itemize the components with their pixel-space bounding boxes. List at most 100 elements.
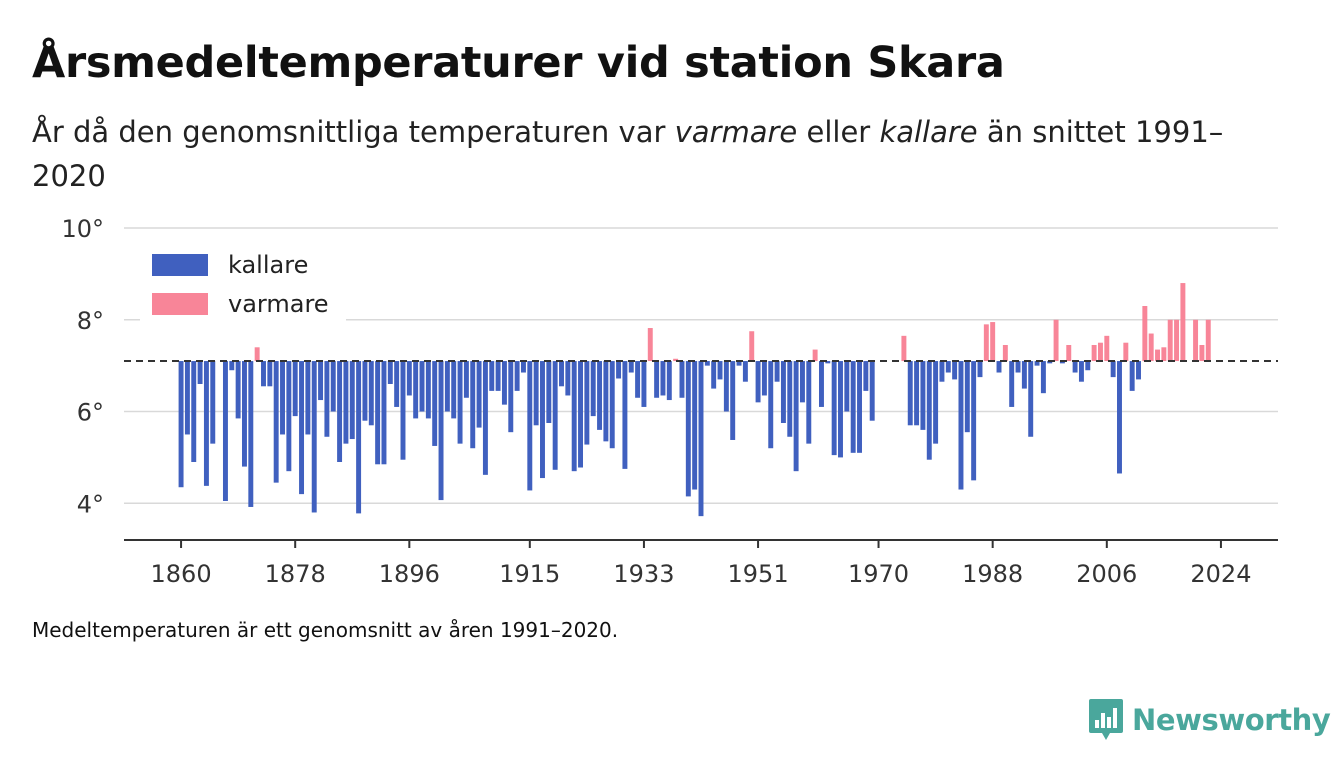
x-tick-label: 1988 (962, 560, 1023, 588)
bar-warm (1199, 345, 1205, 362)
bar-cold (1028, 361, 1034, 437)
bar-warm (812, 349, 818, 362)
x-tick-label: 1951 (728, 560, 789, 588)
bar-cold (774, 361, 780, 382)
bar-cold (1117, 361, 1122, 474)
footnote: Medeltemperaturen är ett genomsnitt av å… (32, 618, 619, 642)
brand-name: Newsworthy (1132, 703, 1331, 737)
bar-cold (584, 361, 590, 445)
bar-cold (356, 361, 362, 514)
bar-cold (945, 361, 951, 373)
bar-cold (952, 361, 958, 380)
x-tick-label: 1860 (151, 560, 212, 588)
bar-cold (1047, 361, 1053, 364)
subtitle-cold-word: kallare (879, 115, 978, 149)
bar-cold (387, 361, 393, 384)
bar-cold (711, 361, 717, 389)
bar-cold (184, 361, 190, 435)
bar-cold (1085, 361, 1091, 371)
bar-cold (552, 361, 558, 470)
chart-subtitle: År då den genomsnittliga temperaturen va… (32, 110, 1262, 198)
bar-cold (292, 361, 298, 417)
bar-cold (787, 361, 793, 437)
bar-warm (901, 335, 907, 362)
x-tick-label: 1970 (848, 560, 909, 588)
bar-cold (641, 361, 647, 407)
bar-cold (191, 361, 197, 462)
bar-cold (622, 361, 628, 469)
bar-cold (742, 361, 748, 382)
legend-swatch-cold (152, 254, 208, 276)
bar-cold (508, 361, 514, 433)
bar-cold (628, 361, 634, 373)
bar-cold (197, 361, 203, 384)
bar-cold (343, 361, 349, 444)
bar-warm (1097, 342, 1103, 362)
subtitle-prefix: År då den genomsnittliga temperaturen va… (32, 115, 675, 149)
bar-warm (1002, 345, 1008, 362)
bar-cold (419, 361, 425, 412)
bar-cold (590, 361, 596, 417)
bar-cold (825, 361, 831, 364)
bar-cold (857, 361, 862, 453)
legend-item-cold: kallare (152, 251, 309, 279)
bar-warm (1148, 333, 1154, 362)
bar-warm (254, 347, 260, 362)
bar-cold (495, 361, 501, 391)
bar-cold (489, 361, 495, 391)
bar-cold (406, 361, 412, 396)
subtitle-warm-word: varmare (674, 115, 798, 149)
subtitle-suffix: än snittet 1991–2020 (32, 115, 1224, 193)
x-tick-label: 1878 (265, 560, 326, 588)
bar-warm (1155, 349, 1161, 362)
bar-cold (635, 361, 641, 398)
bar-cold (330, 361, 336, 412)
bar-cold (451, 361, 457, 419)
bar-cold (920, 361, 926, 430)
bar-cold (730, 361, 736, 440)
bar-cold (958, 361, 964, 490)
bar-cold (933, 361, 939, 444)
bar-warm (1104, 335, 1110, 362)
bar-cold (736, 361, 742, 366)
bar-cold (1129, 361, 1135, 391)
bar-cold (704, 361, 710, 366)
x-tick-label: 2006 (1076, 560, 1137, 588)
bar-cold (679, 361, 685, 398)
bar-cold (337, 361, 343, 462)
bar-cold (457, 361, 463, 444)
bar-cold (280, 361, 285, 435)
bar-cold (261, 361, 266, 387)
bar-warm (1053, 319, 1059, 362)
bar-cold (286, 361, 292, 472)
bar-cold (394, 361, 400, 407)
bar-cold (926, 361, 932, 460)
bar-warm (1161, 347, 1167, 362)
bar-chart-speech-bubble-icon (1089, 699, 1123, 740)
bar-cold (324, 361, 330, 437)
bar-cold (768, 361, 774, 449)
bar-warm (990, 322, 996, 362)
bar-cold (540, 361, 545, 479)
bar-cold (723, 361, 729, 412)
bar-cold (311, 361, 317, 513)
bar-cold (501, 361, 507, 405)
bar-cold (654, 361, 660, 398)
legend-label-cold: kallare (228, 251, 309, 279)
bar-cold (863, 361, 869, 391)
bar-warm (1091, 345, 1097, 362)
bar-cold (559, 361, 564, 387)
bar-warm (1193, 319, 1199, 362)
y-tick-label: 10° (61, 215, 104, 243)
bar-cold (692, 361, 698, 490)
bar-cold (235, 361, 241, 419)
chart-legend: kallare varmare (140, 244, 346, 322)
bar-cold (971, 361, 977, 481)
y-tick-label: 4° (77, 490, 104, 518)
bar-cold (400, 361, 406, 460)
bar-cold (1110, 361, 1116, 378)
bar-cold (203, 361, 209, 486)
bar-cold (210, 361, 216, 444)
bar-warm (1167, 319, 1173, 362)
bar-cold (514, 361, 520, 391)
